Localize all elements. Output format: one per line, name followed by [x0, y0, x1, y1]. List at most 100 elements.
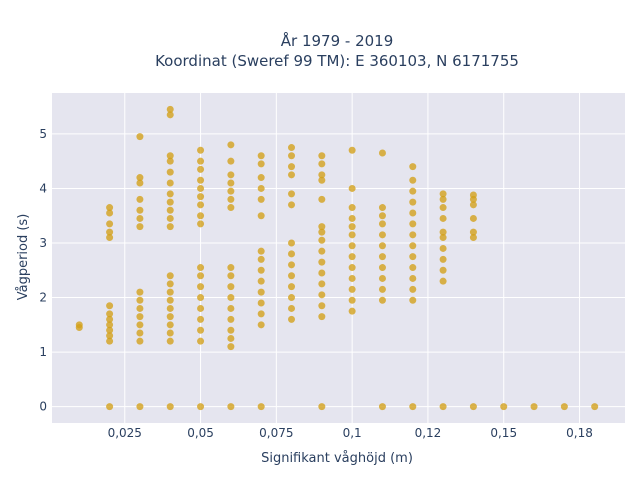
data-point	[166, 296, 174, 304]
data-point	[530, 403, 538, 411]
data-point	[257, 184, 265, 192]
data-point	[409, 231, 417, 239]
data-point	[106, 228, 114, 236]
data-point	[227, 304, 235, 312]
data-point	[560, 403, 568, 411]
data-point	[318, 176, 326, 184]
data-point	[166, 313, 174, 321]
data-point	[166, 157, 174, 165]
data-point	[227, 326, 235, 334]
data-point	[197, 146, 205, 154]
data-point	[439, 214, 447, 222]
data-point	[166, 304, 174, 312]
data-point	[318, 280, 326, 288]
data-point	[227, 157, 235, 165]
data-point	[136, 214, 144, 222]
data-point	[197, 176, 205, 184]
data-point	[227, 334, 235, 342]
data-point	[136, 304, 144, 312]
data-point	[227, 204, 235, 212]
data-point	[197, 201, 205, 209]
data-point	[197, 212, 205, 220]
data-point	[288, 190, 296, 198]
data-point	[348, 242, 356, 250]
data-point	[439, 228, 447, 236]
data-point	[348, 296, 356, 304]
grid-lines	[52, 93, 625, 423]
data-point	[409, 264, 417, 272]
data-point	[348, 146, 356, 154]
data-point	[591, 403, 599, 411]
plot-background	[52, 93, 625, 423]
data-point	[409, 253, 417, 261]
data-point	[348, 184, 356, 192]
y-tick-label: 3	[39, 236, 47, 250]
data-point	[106, 220, 114, 228]
data-point	[378, 231, 386, 239]
data-point	[378, 204, 386, 212]
x-tick-label: 0,05	[187, 426, 214, 440]
data-point	[439, 403, 447, 411]
data-point	[166, 111, 174, 119]
data-point	[106, 332, 114, 340]
data-point	[257, 277, 265, 285]
data-point	[409, 209, 417, 217]
data-point	[227, 179, 235, 187]
data-point	[348, 285, 356, 293]
data-point	[318, 313, 326, 321]
data-point	[227, 272, 235, 280]
data-point	[257, 255, 265, 263]
data-point	[378, 253, 386, 261]
data-point	[348, 223, 356, 231]
data-point	[378, 264, 386, 272]
data-point	[75, 321, 83, 329]
data-point	[136, 329, 144, 337]
data-point	[439, 266, 447, 274]
data-point	[288, 171, 296, 179]
data-point	[378, 285, 386, 293]
data-point	[106, 403, 114, 411]
chart-title-line1: År 1979 - 2019	[281, 31, 394, 50]
data-point	[227, 264, 235, 272]
data-point	[409, 285, 417, 293]
data-point	[348, 231, 356, 239]
data-point	[136, 313, 144, 321]
x-axis-ticks: 0,025 0,05 0,075 0,1 0,12 0,15 0,18	[108, 426, 593, 440]
data-point	[378, 149, 386, 157]
data-point	[409, 274, 417, 282]
data-point	[439, 204, 447, 212]
data-point	[197, 193, 205, 201]
data-point	[348, 214, 356, 222]
data-point	[378, 212, 386, 220]
data-point	[227, 315, 235, 323]
data-point	[257, 195, 265, 203]
data-point	[378, 220, 386, 228]
data-point	[136, 206, 144, 214]
data-point	[378, 242, 386, 250]
x-tick-label: 0,075	[259, 426, 293, 440]
data-point	[378, 403, 386, 411]
data-point	[197, 264, 205, 272]
data-point	[257, 403, 265, 411]
data-point	[136, 179, 144, 187]
data-point	[257, 174, 265, 182]
x-tick-label: 0,18	[566, 426, 593, 440]
x-tick-label: 0,15	[490, 426, 517, 440]
data-point	[166, 168, 174, 176]
data-point	[500, 403, 508, 411]
data-point	[106, 321, 114, 329]
data-point	[106, 204, 114, 212]
data-point	[409, 403, 417, 411]
data-point	[257, 321, 265, 329]
data-point	[469, 214, 477, 222]
data-point	[409, 187, 417, 195]
data-point	[348, 307, 356, 315]
data-point	[166, 337, 174, 345]
x-axis-title: Signifikant våghöjd (m)	[261, 451, 413, 466]
data-point	[409, 198, 417, 206]
data-point	[288, 283, 296, 291]
data-point	[288, 163, 296, 171]
data-point	[136, 403, 144, 411]
data-point	[227, 141, 235, 149]
data-point	[288, 201, 296, 209]
